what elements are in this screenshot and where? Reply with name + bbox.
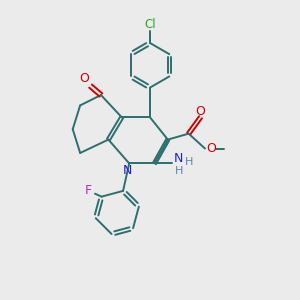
Text: N: N [123,164,132,177]
Text: H: H [185,157,194,167]
Text: Cl: Cl [144,18,156,31]
Text: O: O [80,72,89,85]
Text: O: O [196,106,206,118]
Text: F: F [85,184,92,197]
Text: N: N [174,152,184,164]
Text: O: O [206,142,216,155]
Text: H: H [175,166,183,176]
